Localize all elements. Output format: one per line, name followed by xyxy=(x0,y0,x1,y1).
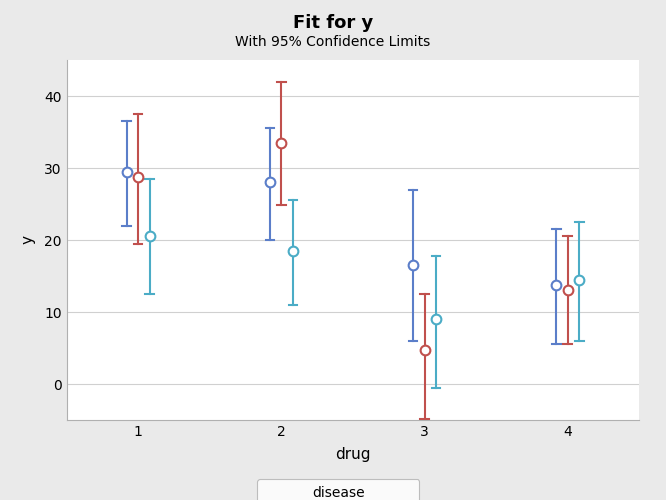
Legend: 1, 2, 3: 1, 2, 3 xyxy=(257,479,420,500)
Text: With 95% Confidence Limits: With 95% Confidence Limits xyxy=(235,34,431,48)
Text: Fit for y: Fit for y xyxy=(293,14,373,32)
Y-axis label: y: y xyxy=(21,236,36,244)
X-axis label: drug: drug xyxy=(335,447,371,462)
